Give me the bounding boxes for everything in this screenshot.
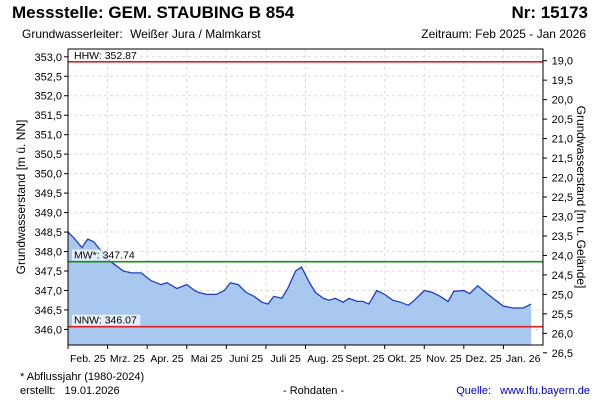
y-tick-label: 346,5 <box>34 305 62 317</box>
x-tick-label: Apr. 25 <box>150 353 183 365</box>
x-tick-label: Okt. 25 <box>388 353 422 365</box>
y2-tick-label: 23,0 <box>552 211 573 223</box>
source-label: Quelle: <box>456 385 492 397</box>
y-tick-label: 348,5 <box>34 227 62 239</box>
y2-tick-label: 19,0 <box>552 56 573 68</box>
station-title: Messstelle: GEM. STAUBING B 854 <box>12 3 295 22</box>
y2-tick-label: 20,5 <box>552 114 573 126</box>
station-number: Nr: 15173 <box>511 3 588 22</box>
raw-data-label: - Rohdaten - <box>283 385 345 397</box>
right-y-axis-label: Grundwasserstand [m u. Gelände] <box>574 106 588 289</box>
created-date: 19.01.2026 <box>64 385 120 397</box>
source-link[interactable]: www.lfu.bayern.de <box>500 385 590 397</box>
y2-tick-label: 24,5 <box>552 270 573 282</box>
x-tick-label: Feb. 25 <box>70 353 106 365</box>
left-axis-ticks: 346,0 346,5 347,0 347,5 348,0 348,5 349,0 349,5… <box>34 52 68 336</box>
y-tick-label: 350,5 <box>34 149 62 161</box>
y2-tick-label: 19,5 <box>552 75 573 87</box>
y2-tick-label: 22,5 <box>552 192 573 204</box>
y2-tick-label: 25,0 <box>552 289 573 301</box>
y-tick-label: 346,0 <box>34 324 62 336</box>
y2-tick-label: 25,5 <box>552 309 573 321</box>
aquifer-label: Grundwasserleiter: <box>22 27 123 41</box>
reference-label-bg <box>72 249 141 261</box>
right-axis-ticks: 19,0 19,5 20,0 20,5 21,0 21,5 22,0 22,5 23,0 23,5… <box>543 56 573 360</box>
reference-label: HHW: 352.87 <box>74 50 137 62</box>
y2-tick-label: 21,5 <box>552 153 573 165</box>
y-axis-label: Grundwasserstand [m ü. NN] <box>14 120 28 275</box>
aquifer-info: Grundwasserleiter: Weißer Jura / Malmkar… <box>22 27 261 41</box>
reference-label-bg <box>72 314 141 326</box>
reference-label: NNW: 346.07 <box>74 315 137 327</box>
x-tick-label: Dez. 25 <box>466 353 502 365</box>
y-tick-label: 351,0 <box>34 130 62 142</box>
y-tick-label: 347,5 <box>34 266 62 278</box>
y2-tick-label: 23,5 <box>552 231 573 243</box>
y2-tick-label: 26,5 <box>552 348 573 360</box>
x-tick-label: Sept. 25 <box>345 353 384 365</box>
source-info: Quelle: www.lfu.bayern.de <box>456 385 590 397</box>
y-tick-label: 347,0 <box>34 285 62 297</box>
y2-tick-label: 21,0 <box>552 134 573 146</box>
aquifer-value: Weißer Jura / Malmkarst <box>130 27 261 41</box>
y-tick-label: 353,0 <box>34 52 62 64</box>
reference-label-bg <box>72 49 141 61</box>
y2-tick-label: 20,0 <box>552 95 573 107</box>
footnote: * Abflussjahr (1980-2024) <box>20 371 145 383</box>
created-info: erstellt: 19.01.2026 <box>20 385 120 397</box>
reference-lines: HHW: 352.87 MW*: 347.74 NNW: 346.07 <box>68 49 543 328</box>
x-tick-label: Juni 25 <box>229 353 263 365</box>
period-info: Zeitraum: Feb 2025 - Jan 2026 <box>421 27 586 41</box>
y-tick-label: 350,0 <box>34 169 62 181</box>
chart-plot-area <box>67 231 532 345</box>
y-tick-label: 349,5 <box>34 188 62 200</box>
y2-tick-label: 24,0 <box>552 250 573 262</box>
groundwater-line <box>67 231 532 309</box>
x-axis-ticks: Feb. 25 Mrz. 25 Apr. 25 Mai 25 Juni 25 Juli 2… <box>67 345 541 365</box>
y-tick-label: 348,0 <box>34 247 62 259</box>
y-tick-label: 351,5 <box>34 110 62 122</box>
x-tick-label: Juli 25 <box>271 353 302 365</box>
groundwater-area <box>68 232 532 345</box>
y2-tick-label: 26,0 <box>552 328 573 340</box>
x-tick-label: Jan. 26 <box>506 353 541 365</box>
y-tick-label: 352,0 <box>34 91 62 103</box>
x-tick-label: Nov. 25 <box>426 353 462 365</box>
x-tick-label: Aug. 25 <box>307 353 343 365</box>
x-tick-label: Mai 25 <box>191 353 223 365</box>
y2-tick-label: 22,0 <box>552 173 573 185</box>
y-tick-label: 352,5 <box>34 71 62 83</box>
x-tick-label: Mrz. 25 <box>110 353 145 365</box>
created-label: erstellt: <box>20 385 56 397</box>
reference-label: MW*: 347.74 <box>74 250 135 262</box>
y-tick-label: 349,0 <box>34 208 62 220</box>
